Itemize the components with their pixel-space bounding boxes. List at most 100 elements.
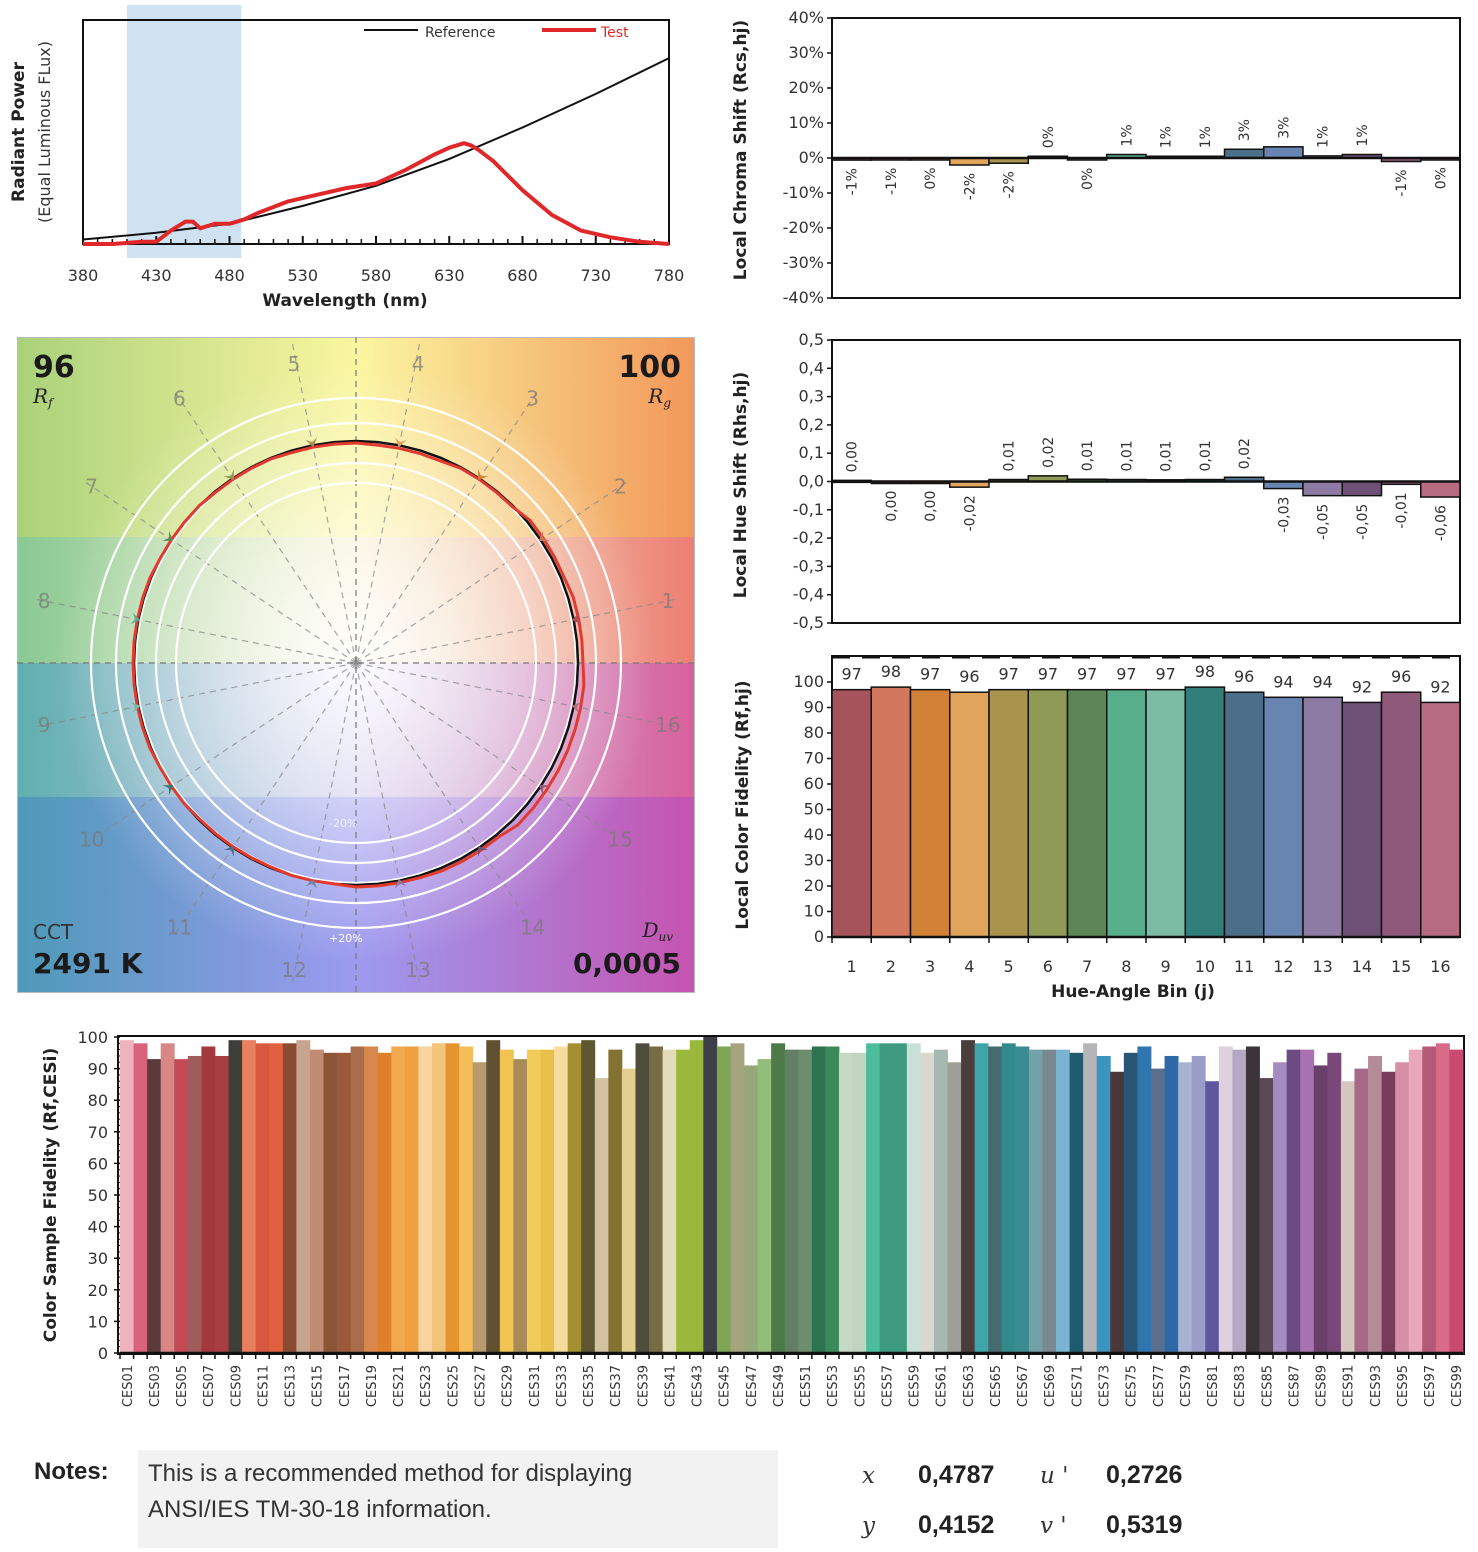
bar [1027, 688, 1069, 938]
data-label: -2% [962, 173, 978, 200]
bar [870, 686, 912, 938]
legend-label-reference: Reference [425, 25, 496, 41]
ces-bar [1286, 1049, 1301, 1353]
data-label: -0,06 [1433, 505, 1449, 541]
x-tick-label: 8 [1121, 957, 1131, 976]
hue-shift-arrow [130, 612, 141, 625]
hue-bin-spoke [355, 598, 680, 664]
hue-shift-arrow [538, 785, 550, 796]
data-label: -0,03 [1276, 497, 1292, 533]
ces-bar [445, 1043, 460, 1353]
x-tick-label: CES05 [175, 1365, 190, 1407]
ces-bar [228, 1040, 243, 1353]
y-tick-label: 20 [804, 876, 824, 895]
reference-rings [89, 396, 623, 930]
ces-bar [594, 1078, 609, 1353]
x-tick-label: 430 [141, 266, 172, 285]
bar [949, 691, 990, 938]
test-gamut-line [131, 441, 586, 889]
ces-bar [1137, 1046, 1152, 1353]
ces-bar [1028, 1049, 1043, 1353]
hue-shift-arrow [162, 530, 174, 541]
y-axis-title: Local Chroma Shift (Rcs,hj) [731, 20, 751, 280]
reference-ring [174, 481, 538, 845]
ces-bar [296, 1040, 311, 1353]
x-tick-label: CES39 [636, 1365, 651, 1407]
data-label: 98 [1195, 662, 1215, 681]
ces-bar [947, 1062, 962, 1353]
x-tick-label: CES97 [1423, 1365, 1438, 1407]
y-tick-label: 20 [88, 1281, 108, 1300]
spectral-chart: Reference Test 380 430 480 530 580 630 680 730 7… [9, 5, 684, 311]
ces-bar [961, 1040, 976, 1353]
data-label: 0,01 [1198, 440, 1214, 471]
reference-ring [114, 421, 598, 905]
hue-bin-spoke [355, 339, 421, 664]
ces-bar [1056, 1049, 1070, 1353]
x-tick-label: CES73 [1098, 1365, 1113, 1407]
hue-shift-arrow [305, 878, 318, 889]
ces-bar [120, 1040, 134, 1353]
ces-bar [1232, 1049, 1247, 1353]
v-value: 0,5319 [1106, 1511, 1183, 1539]
x-tick-label: CES81 [1206, 1365, 1221, 1407]
cct-label: CCT [33, 920, 74, 944]
local-hue-shift-chart: 0,5 0,4 0,3 0,2 0,1 0,0 -0,1 -0,2 -0,3 -0,4 -0,5 0… [731, 330, 1461, 632]
x-tick-label: 630 [434, 266, 465, 285]
data-label: 96 [1234, 667, 1254, 686]
x-tick-label: 680 [507, 266, 538, 285]
ces-bar [364, 1046, 379, 1353]
ces-bar [852, 1052, 867, 1353]
x-tick-label: CES53 [826, 1365, 841, 1407]
ces-bar [1259, 1078, 1274, 1353]
x-tick-label: CES47 [745, 1365, 760, 1407]
y-tick-label: 100 [77, 1028, 108, 1047]
x-tick-label: 14 [1352, 957, 1372, 976]
ces-bar [269, 1043, 284, 1353]
y-tick-label: 0,0 [799, 472, 824, 491]
rg-value: 100 [618, 350, 681, 385]
data-label: -1% [845, 168, 861, 195]
x-tick-label: 3 [925, 957, 935, 976]
ces-bar [893, 1043, 908, 1353]
hue-bin-label: 7 [85, 474, 98, 498]
y-tick-label: -0,1 [793, 500, 824, 519]
bar [1263, 146, 1304, 159]
ces-bar [1164, 1055, 1179, 1353]
hue-bin-label: 15 [608, 828, 633, 852]
ces-bar [1368, 1055, 1383, 1353]
y-tick-label: 70 [88, 1123, 108, 1142]
bar [988, 688, 1029, 938]
ces-bar [1449, 1049, 1464, 1353]
data-label: 1% [1198, 126, 1214, 148]
y-tick-label: 40 [88, 1218, 108, 1237]
ces-bar [1096, 1055, 1111, 1353]
ces-bar [1178, 1062, 1193, 1353]
y-axis-title: Color Sample Fidelity (Rf,CESi) [41, 1048, 61, 1342]
ces-bar [1408, 1049, 1423, 1353]
x-tick-label: CES21 [392, 1365, 407, 1407]
ces-bar [337, 1052, 352, 1353]
ces-bar [1205, 1081, 1220, 1353]
hue-shift-arrow [478, 845, 489, 857]
hue-shift-arrow [223, 469, 234, 481]
y-tick-label: 0,5 [799, 330, 824, 349]
x-tick-label: CES35 [582, 1365, 597, 1407]
hue-bin-spoke [355, 388, 540, 664]
y-tick-label: -10% [783, 183, 824, 202]
data-label: 0,02 [1041, 437, 1057, 468]
x-tick-label: 13 [1312, 957, 1332, 976]
x-tick-label: CES57 [880, 1365, 895, 1407]
ces-bar [1191, 1055, 1206, 1353]
ces-bar [1435, 1043, 1450, 1353]
x-tick-label: 7 [1082, 957, 1092, 976]
u-label: u ' [1040, 1463, 1069, 1489]
hue-bin-label: 8 [38, 589, 51, 613]
y-tick-label: 100 [793, 672, 824, 691]
ces-bar [1273, 1062, 1288, 1353]
ces-bar [174, 1059, 189, 1353]
ces-bar [391, 1046, 406, 1353]
x-tick-label: CES55 [853, 1365, 868, 1407]
ces-bar [472, 1062, 487, 1353]
ces-bar [866, 1043, 881, 1353]
